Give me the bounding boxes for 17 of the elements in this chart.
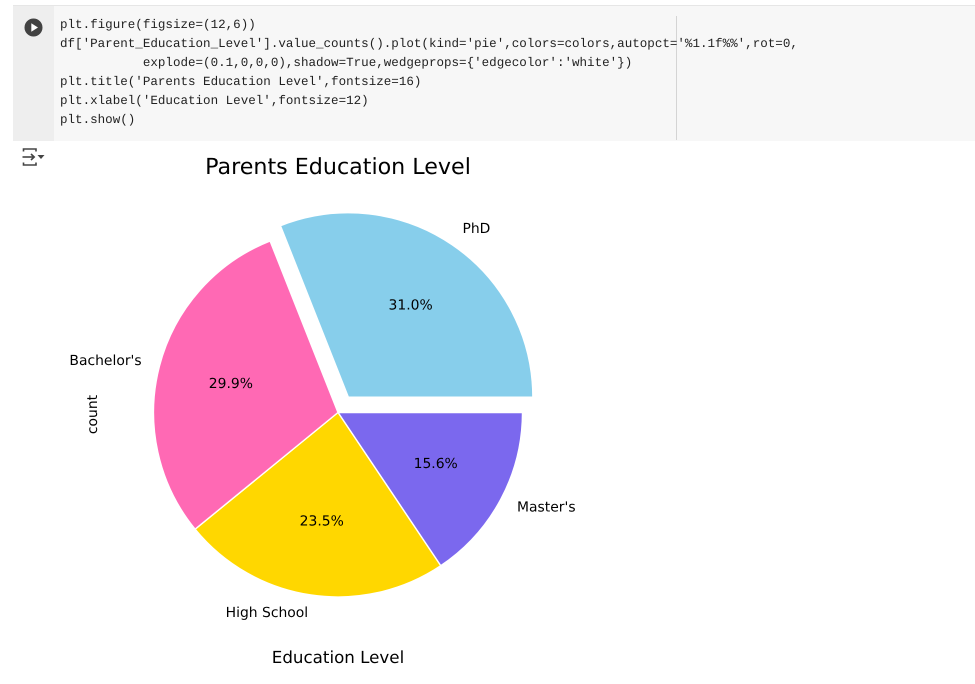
text: plt.show() bbox=[60, 112, 136, 126]
slice-label: High School bbox=[226, 604, 308, 621]
text: plt.title('Parents Education Level',fontsize=16) bbox=[60, 74, 422, 88]
slice-label: PhD bbox=[462, 220, 490, 237]
data-label: 23.5% bbox=[300, 514, 344, 530]
data-label: 31.0% bbox=[388, 297, 433, 314]
text: plt.xlabel('Education Level',fontsize=12) bbox=[60, 94, 369, 108]
slice-label: Master's bbox=[517, 500, 576, 516]
text: Education Level bbox=[272, 647, 404, 667]
text: df['Parent_Education_Level'].value_counts().plot(kind='pie',colors=colors,autopct='%1.1f%%',rot=0, bbox=[60, 36, 798, 50]
text: count bbox=[85, 394, 102, 434]
data-label: 15.6% bbox=[414, 456, 458, 472]
text: plt.figure(figsize=(12,6)) bbox=[60, 18, 256, 32]
slice-label: Bachelor's bbox=[69, 353, 142, 370]
chart-title: Parents Education Level bbox=[205, 154, 471, 180]
data-label: 29.9% bbox=[208, 376, 253, 392]
text: explode=(0.1,0,0,0),shadow=True,wedgeprops={'edgecolor':'white'}) bbox=[142, 56, 632, 70]
